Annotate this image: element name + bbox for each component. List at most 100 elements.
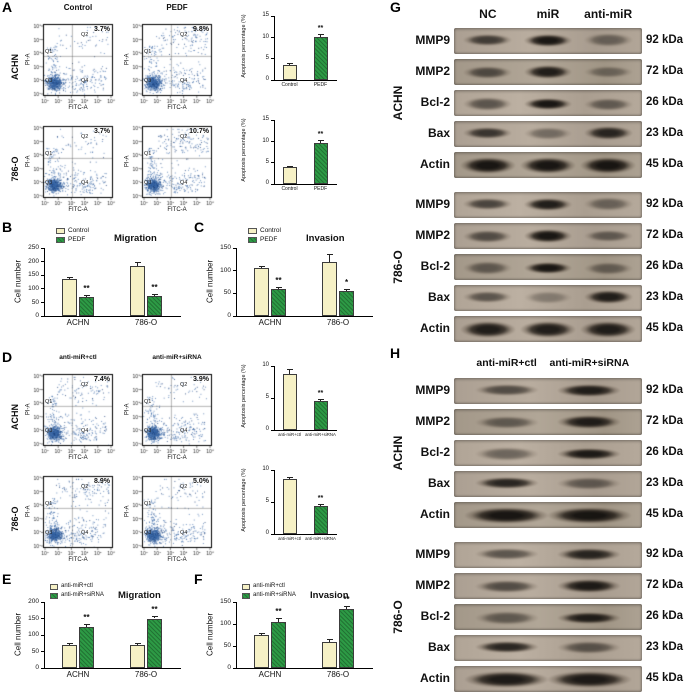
legend-swatch xyxy=(248,237,257,243)
quadrant-label: Q3 xyxy=(144,180,152,186)
blot-strip xyxy=(454,378,642,404)
x-tick-label: 786-O xyxy=(326,670,350,679)
kda-label: 23 kDa xyxy=(646,641,684,653)
protein-band xyxy=(474,415,539,429)
protein-band xyxy=(557,448,622,460)
legend-label: anti-miR+ctl xyxy=(253,583,285,589)
flow-plot: 3.7% Q1 Q2 Q3 Q4 PI-A FITC-A xyxy=(23,16,122,118)
bar xyxy=(271,288,286,316)
quadrant-label: Q3 xyxy=(45,428,53,434)
protein-band xyxy=(523,126,573,140)
flow-plot: 9.8% Q1 Q2 Q3 Q4 PI-A FITC-A xyxy=(122,16,221,118)
flow-plot: 3.9% Q1 Q2 Q3 Q4 PI-A FITC-A xyxy=(122,366,221,468)
y-axis-label: PI-A xyxy=(124,53,131,66)
legend-swatch xyxy=(242,584,250,590)
protein-band xyxy=(583,290,633,304)
protein-band xyxy=(583,97,633,111)
quadrant-label: Q1 xyxy=(45,151,53,157)
protein-label: MMP9 xyxy=(415,197,450,211)
y-tick-label: 10 xyxy=(262,33,269,40)
condition-header: anti-miR+ctl xyxy=(59,354,97,361)
protein-label: Actin xyxy=(420,157,450,171)
quadrant-label: Q4 xyxy=(180,78,188,84)
chart-title: Invasion xyxy=(306,233,345,244)
legend-swatch xyxy=(248,228,257,234)
legend-label: anti-miR+siRNA xyxy=(253,592,296,598)
protein-band xyxy=(463,65,513,79)
apoptosis-chart-786o-sirna: Apoptosis percentage (%) 0 5 10 anti-miR+ctl… xyxy=(228,462,378,562)
x-tick-label: Control xyxy=(281,82,298,88)
protein-label: Bax xyxy=(427,290,450,304)
protein-band xyxy=(463,291,513,303)
y-tick-mark xyxy=(271,533,274,535)
plot-area xyxy=(274,470,337,535)
protein-label: Actin xyxy=(420,671,450,685)
blot-strip xyxy=(454,502,642,528)
quadrant-label: Q4 xyxy=(81,530,89,536)
protein-label: MMP9 xyxy=(415,33,450,47)
quadrant-label: Q2 xyxy=(81,32,89,38)
y-tick-mark xyxy=(41,274,44,276)
plot-area xyxy=(274,120,337,185)
legend-swatch xyxy=(56,237,65,243)
error-bar-cap xyxy=(317,140,324,142)
apoptosis-pct: 3.7% xyxy=(94,128,110,135)
y-tick-mark xyxy=(233,315,236,317)
plot-area xyxy=(274,16,337,81)
x-axis-label: FITC-A xyxy=(68,557,88,563)
x-tick-label: anti-miR+siRNA xyxy=(305,432,336,437)
quadrant-label: Q1 xyxy=(45,49,53,55)
y-tick-label: 250 xyxy=(28,244,39,252)
quadrant-label: Q3 xyxy=(45,78,53,84)
kda-label: 45 kDa xyxy=(646,672,684,684)
bar xyxy=(62,644,77,668)
x-tick-label: PEDF xyxy=(313,82,328,88)
y-tick-mark xyxy=(41,301,44,303)
kda-label: 26 kDa xyxy=(646,260,684,272)
y-tick-label: 100 xyxy=(28,284,39,292)
blot-strip xyxy=(454,573,642,599)
panel-b-label: B xyxy=(2,219,13,235)
protein-label: Bax xyxy=(427,476,450,490)
x-tick-label: Control xyxy=(281,186,298,192)
blot-strip xyxy=(454,90,642,116)
kda-label: 23 kDa xyxy=(646,127,684,139)
y-tick-label: 100 xyxy=(220,620,231,628)
bar xyxy=(339,608,354,668)
protein-band xyxy=(523,229,573,243)
kda-label: 26 kDa xyxy=(646,96,684,108)
y-tick-mark xyxy=(271,429,274,431)
legend-swatch xyxy=(50,593,58,599)
kda-label: 72 kDa xyxy=(646,415,684,427)
flow-plot: 5.0% Q1 Q2 Q3 Q4 PI-A FITC-A xyxy=(122,468,221,570)
invasion-chart-sirna: Cell number 0 50 100 150 ACHN 786-O ** ** anti-mi… xyxy=(202,583,380,696)
y-tick-label: 200 xyxy=(28,257,39,265)
quadrant-label: Q1 xyxy=(45,399,53,405)
protein-label: Bcl-2 xyxy=(420,445,450,459)
blot-strip xyxy=(454,440,642,466)
x-axis-label: FITC-A xyxy=(68,105,88,111)
bar xyxy=(313,505,328,534)
protein-band xyxy=(523,33,573,47)
kda-label: 72 kDa xyxy=(646,229,684,241)
y-tick-mark xyxy=(233,247,236,249)
error-bar xyxy=(320,34,321,38)
y-tick-label: 50 xyxy=(31,298,39,306)
legend-swatch xyxy=(50,584,58,590)
protein-band xyxy=(474,641,539,653)
error-bar-cap xyxy=(151,615,158,617)
protein-band xyxy=(474,611,539,625)
y-tick-mark xyxy=(233,645,236,647)
apoptosis-pct: 9.8% xyxy=(193,26,209,33)
y-tick-mark xyxy=(271,469,274,471)
plot-area xyxy=(236,602,373,669)
y-tick-mark xyxy=(233,623,236,625)
bar xyxy=(147,618,162,668)
error-bar-cap xyxy=(83,624,90,626)
error-bar xyxy=(329,254,330,262)
quadrant-label: Q4 xyxy=(81,428,89,434)
blot-strip xyxy=(454,409,642,435)
y-tick-mark xyxy=(233,667,236,669)
y-tick-mark xyxy=(41,651,44,652)
